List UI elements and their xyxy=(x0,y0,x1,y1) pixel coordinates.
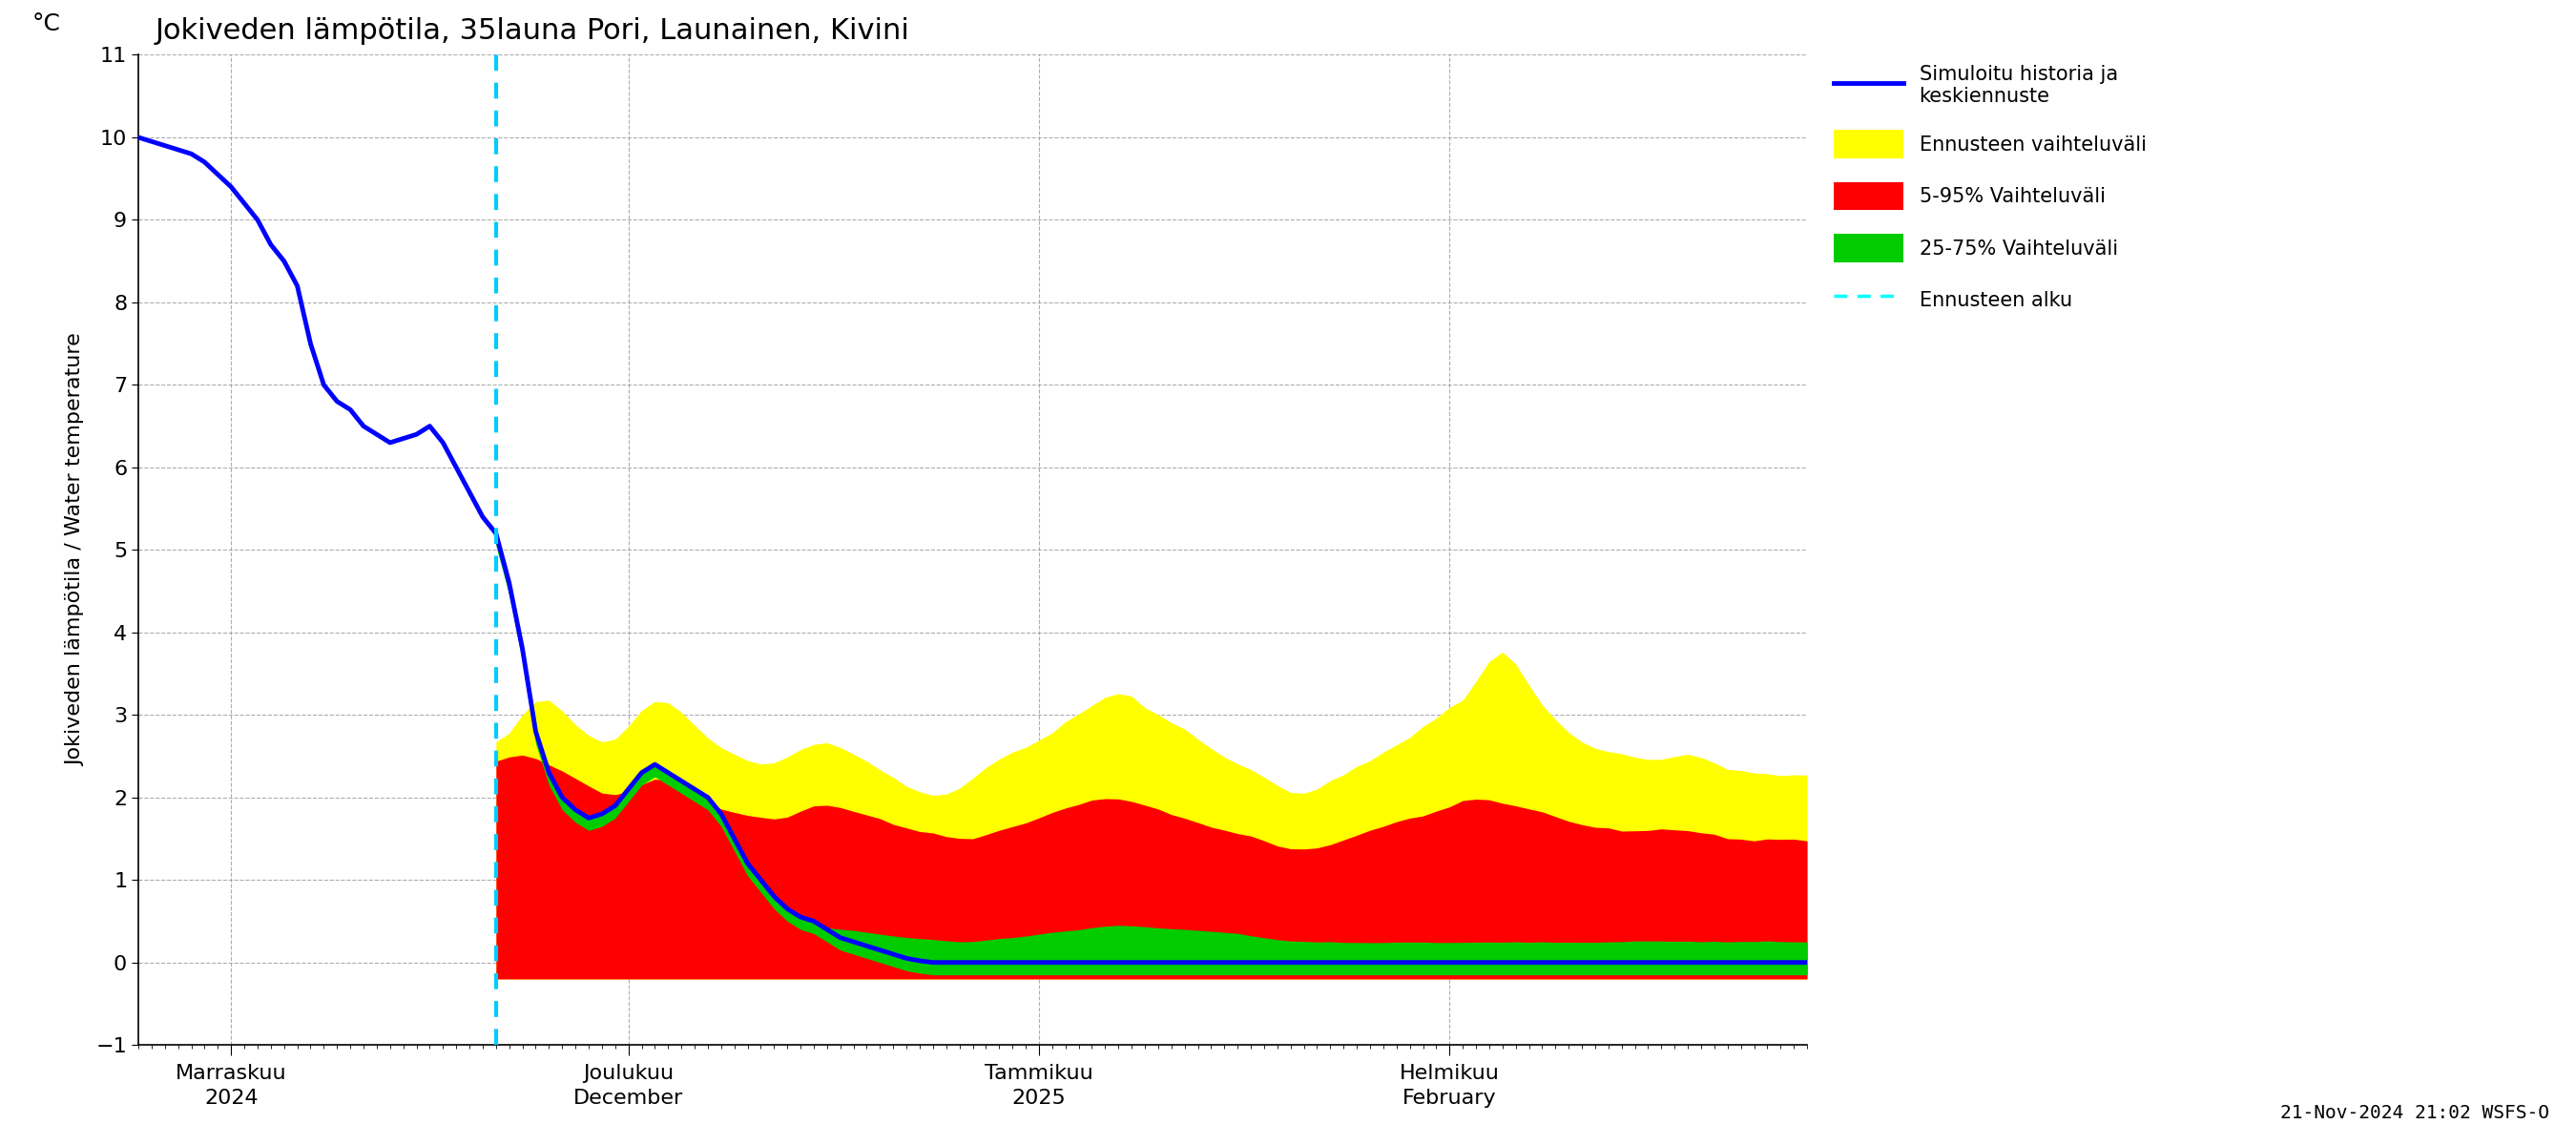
Legend: Simuloitu historia ja
keskiennuste, Ennusteen vaihteluväli, 5-95% Vaihteluväli, : Simuloitu historia ja keskiennuste, Ennu… xyxy=(1834,65,2146,314)
Text: 21-Nov-2024 21:02 WSFS-O: 21-Nov-2024 21:02 WSFS-O xyxy=(2280,1104,2548,1122)
Text: Jokiveden lämpötila, 35launa Pori, Launainen, Kivini: Jokiveden lämpötila, 35launa Pori, Launa… xyxy=(155,17,909,45)
Y-axis label: Jokiveden lämpötila / Water temperature: Jokiveden lämpötila / Water temperature xyxy=(67,333,85,766)
Text: °C: °C xyxy=(33,13,62,35)
